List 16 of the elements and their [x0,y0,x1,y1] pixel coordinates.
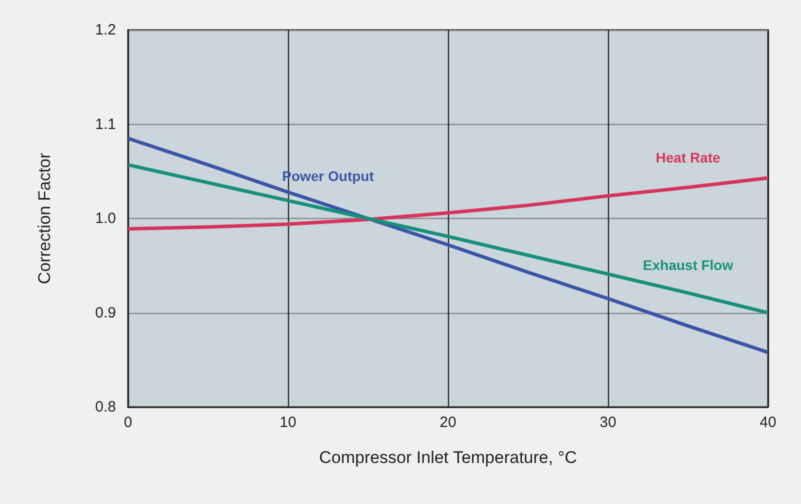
line-series [126,136,770,354]
series-label: Exhaust Flow [642,256,734,273]
y-tick-label: 1.0 [95,210,116,227]
x-tick-label: 40 [760,414,776,431]
y-axis-title: Correction Factor [35,152,54,284]
line-series [126,163,770,314]
x-axis-title: Compressor Inlet Temperature, °C [319,448,577,467]
x-tick-label: 0 [124,414,132,431]
y-tick-label: 0.8 [95,398,116,416]
y-tick-label: 0.9 [95,304,116,322]
series-label: Heat Rate [656,149,720,166]
y-tick-label: 1.1 [95,116,116,133]
x-tick-label: 10 [280,414,296,431]
y-tick-label: 1.2 [95,22,116,38]
x-tick-label: 30 [600,414,616,431]
x-tick-label: 20 [440,414,456,431]
